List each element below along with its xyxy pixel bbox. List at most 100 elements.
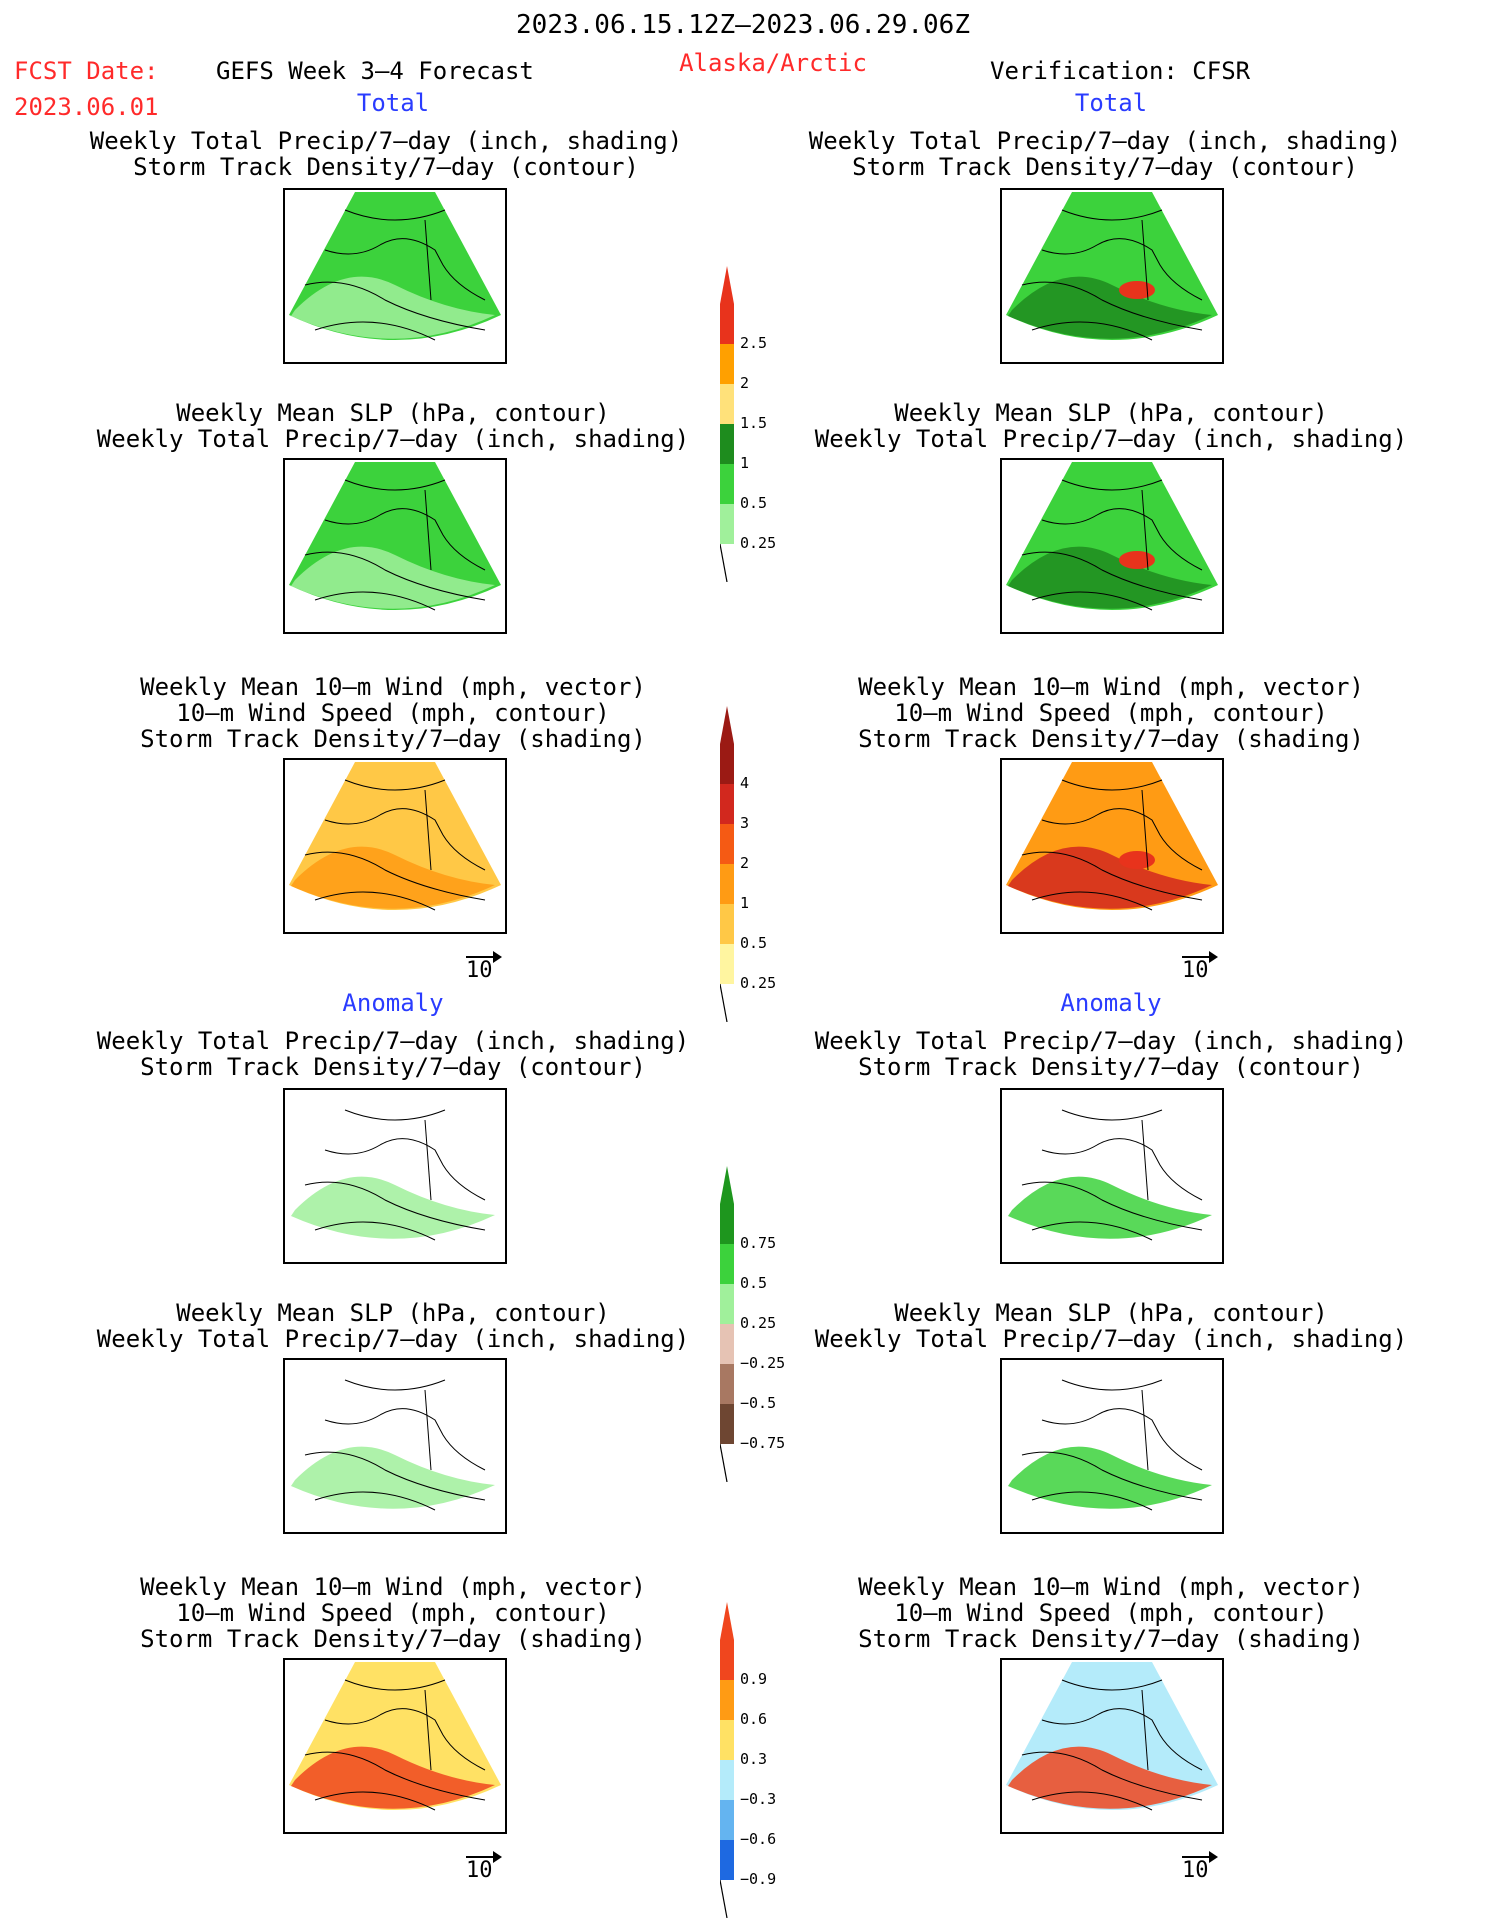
colorbar-tick-label: 0.5 <box>740 494 768 512</box>
contour-line <box>1031 591 1153 611</box>
colorbar-segment <box>720 1760 734 1800</box>
colorbar-tick-label: 0.3 <box>740 1750 768 1768</box>
map-hotspot <box>1119 551 1155 569</box>
contour-line <box>304 1451 486 1501</box>
political-border <box>424 489 432 571</box>
contour-line <box>1061 1109 1163 1121</box>
colorbar-segment <box>720 1404 734 1444</box>
map-graphic <box>1006 462 1218 611</box>
colorbar-top-cap <box>720 1602 734 1640</box>
colorbar-bottom-cap <box>719 1443 728 1483</box>
contour-line <box>1041 808 1203 871</box>
colorbar-tick-label: 2 <box>740 374 750 392</box>
colorbar-segment <box>720 864 734 904</box>
map-panel <box>1000 758 1224 934</box>
political-border <box>1141 1389 1149 1471</box>
fcst-date-value: 2023.06.01 <box>14 93 159 121</box>
colorbar-tick-label: 0.6 <box>740 1710 768 1728</box>
map-hotspot <box>1119 281 1155 299</box>
political-border <box>424 1689 432 1771</box>
contour-line <box>1041 508 1203 571</box>
contour-line <box>344 209 446 221</box>
arrow-right-icon <box>466 1851 502 1863</box>
map-panel <box>1000 1358 1224 1534</box>
colorbar-segment <box>720 944 734 984</box>
contour-line <box>344 1679 446 1691</box>
contour-line <box>1061 1379 1163 1391</box>
colorbar-segment <box>720 904 734 944</box>
map-graphic <box>1006 1362 1218 1511</box>
contour-line <box>324 808 486 871</box>
title-precip-storm-3: Weekly Total Precip/7–day (inch, shading… <box>808 127 1402 181</box>
contour-line <box>1061 209 1163 221</box>
colorbar-tick-label: 3 <box>740 814 750 832</box>
contour-line <box>304 551 486 601</box>
colorbar-segment <box>720 504 734 544</box>
verification-title: Verification: CFSR <box>990 57 1251 85</box>
political-border <box>1141 1689 1149 1771</box>
colorbar-storm-anom: 0.9 0.6 0.3 −0.3 −0.6 −0.9 <box>719 1602 800 1922</box>
contour-line <box>314 1491 436 1511</box>
colorbar-precip-total: 2.5 2 1.5 1 0.5 0.25 <box>719 266 800 586</box>
map-panel <box>1000 188 1224 364</box>
colorbar-tick-label: 0.5 <box>740 1274 768 1292</box>
colorbar-tick-label: 0.25 <box>740 1314 777 1332</box>
colorbar-bottom-cap <box>719 1879 728 1919</box>
political-border <box>424 789 432 871</box>
map-graphic <box>289 462 501 611</box>
map-graphic <box>289 192 501 341</box>
title-wind-storm-2: Weekly Mean 10–m Wind (mph, vector) 10–m … <box>140 1573 646 1653</box>
section-anomaly-right: Anomaly <box>1060 989 1162 1017</box>
colorbar-tick-label: −0.75 <box>740 1434 786 1452</box>
arrow-right-icon <box>1182 951 1218 963</box>
contour-line <box>1031 321 1153 341</box>
contour-line <box>324 1408 486 1471</box>
vector-reference: 10 <box>462 951 502 983</box>
map-panel <box>283 758 507 934</box>
region-title: Alaska/Arctic <box>679 49 867 77</box>
colorbar-segment <box>720 1284 734 1324</box>
colorbar-segment <box>720 424 734 464</box>
map-graphic <box>1006 1662 1218 1811</box>
map-graphic <box>289 1092 501 1241</box>
contour-line <box>344 479 446 491</box>
political-border <box>424 1389 432 1471</box>
colorbar-graphic <box>719 1602 734 1919</box>
title-slp-precip-2: Weekly Mean SLP (hPa, contour) Weekly Tot… <box>96 1299 690 1353</box>
section-total-right: Total <box>1074 89 1148 117</box>
colorbar-segment <box>720 1324 734 1364</box>
map-panel <box>283 188 507 364</box>
colorbar-graphic <box>719 266 734 583</box>
colorbar-segment <box>720 744 734 784</box>
map-graphic <box>289 1362 501 1511</box>
title-precip-storm-2: Weekly Total Precip/7–day (inch, shading… <box>96 1027 690 1081</box>
model-title: GEFS Week 3–4 Forecast <box>216 57 534 85</box>
colorbar-top-cap <box>720 706 734 744</box>
colorbar-precip-anom: 0.75 0.5 0.25 −0.25 −0.5 −0.75 <box>719 1166 800 1486</box>
colorbar-storm-total: 4 3 2 1 0.5 0.25 <box>719 706 800 1026</box>
colorbar-segment <box>720 344 734 384</box>
arrow-right-icon <box>1182 1851 1218 1863</box>
title-precip-storm-1: Weekly Total Precip/7–day (inch, shading… <box>89 127 683 181</box>
colorbar-top-cap <box>720 1166 734 1204</box>
colorbar-tick-label: 0.5 <box>740 934 768 952</box>
title-precip-storm-4: Weekly Total Precip/7–day (inch, shading… <box>814 1027 1408 1081</box>
contour-line <box>1041 1708 1203 1771</box>
political-border <box>424 1119 432 1201</box>
colorbar-segment <box>720 1840 734 1880</box>
contour-line <box>1021 851 1203 901</box>
colorbar-tick-label: 2.5 <box>740 334 768 352</box>
colorbar-tick-label: −0.5 <box>740 1394 777 1412</box>
colorbar-segment <box>720 1364 734 1404</box>
colorbar-segment <box>720 1680 734 1720</box>
colorbar-tick-label: 0.25 <box>740 534 777 552</box>
arrow-right-icon <box>466 951 502 963</box>
vector-reference: 10 <box>1178 951 1218 983</box>
map-panel <box>283 458 507 634</box>
political-border <box>1141 219 1149 301</box>
title-wind-storm-1: Weekly Mean 10–m Wind (mph, vector) 10–m … <box>140 673 646 753</box>
contour-line <box>1021 281 1203 331</box>
colorbar-segment <box>720 1640 734 1680</box>
contour-line <box>1031 891 1153 911</box>
contour-line <box>304 1181 486 1231</box>
